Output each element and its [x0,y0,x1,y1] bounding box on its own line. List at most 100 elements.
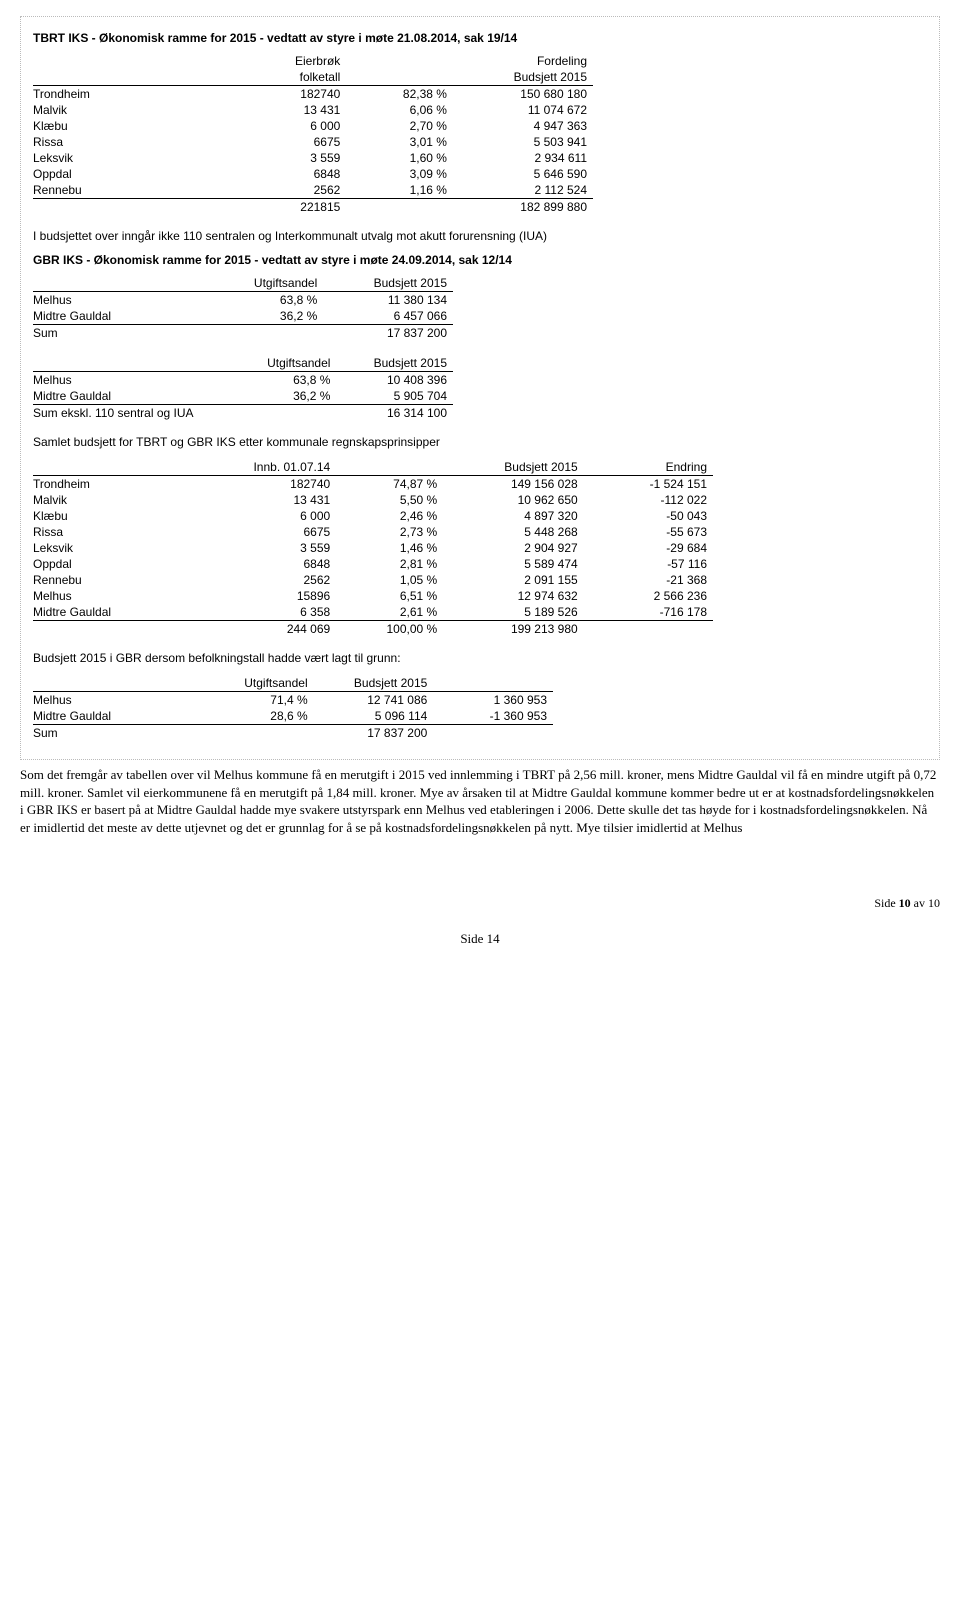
cell: 149 156 028 [443,476,583,493]
cell: 6 358 [196,604,336,621]
total-cell: 100,00 % [336,621,443,638]
col-header: Budsjett 2015 [314,675,434,692]
cell: 6,06 % [346,102,453,118]
col-header: Utgiftsandel [240,355,336,372]
sum-label: Sum [33,325,204,342]
cell: 1,46 % [336,540,443,556]
cell: -29 684 [584,540,713,556]
col-header: Budsjett 2015 [323,275,453,292]
col-header: Endring [584,459,713,476]
cell: 1,60 % [346,150,453,166]
cell: Midtre Gauldal [33,708,204,725]
cell: 12 974 632 [443,588,583,604]
note-3: Budsjett 2015 i GBR dersom befolkningsta… [33,651,927,665]
table-1: Eierbrøk Fordeling folketall Budsjett 20… [33,53,593,215]
cell: Leksvik [33,540,196,556]
cell: -55 673 [584,524,713,540]
cell: 1,05 % [336,572,443,588]
cell: 5 189 526 [443,604,583,621]
cell: Klæbu [33,118,217,134]
table-3: Utgiftsandel Budsjett 2015 Melhus63,8 %1… [33,355,453,421]
cell: 2562 [217,182,346,199]
cell: -57 116 [584,556,713,572]
cell: 6 000 [196,508,336,524]
col-header: Utgiftsandel [204,675,313,692]
cell: Midtre Gauldal [33,604,196,621]
cell: -716 178 [584,604,713,621]
page-number: Side 14 [20,931,940,947]
cell: 6675 [217,134,346,150]
col-header: Fordeling [453,53,593,69]
cell: 4 897 320 [443,508,583,524]
cell: 4 947 363 [453,118,593,134]
cell: Midtre Gauldal [33,308,204,325]
cell: Melhus [33,292,204,309]
cell: 12 741 086 [314,692,434,709]
cell: 2 934 611 [453,150,593,166]
cell: 13 431 [196,492,336,508]
cell: 74,87 % [336,476,443,493]
cell: -112 022 [584,492,713,508]
total-cell: 199 213 980 [443,621,583,638]
cell: 5 096 114 [314,708,434,725]
sum-label: Sum ekskl. 110 sentral og IUA [33,405,240,422]
cell: 2 112 524 [453,182,593,199]
cell: 5 589 474 [443,556,583,572]
cell: Rennebu [33,182,217,199]
cell: -1 360 953 [433,708,553,725]
cell: 6675 [196,524,336,540]
note-1: I budsjettet over inngår ikke 110 sentra… [33,229,927,243]
cell: Trondheim [33,476,196,493]
cell: 10 962 650 [443,492,583,508]
cell: Malvik [33,102,217,118]
cell: Oppdal [33,166,217,182]
cell: 2,81 % [336,556,443,572]
cell: 2562 [196,572,336,588]
cell: 6,51 % [336,588,443,604]
sum-label: Sum [33,725,204,742]
cell: 63,8 % [204,292,323,309]
cell: 2 904 927 [443,540,583,556]
cell: 3 559 [196,540,336,556]
cell: 3,09 % [346,166,453,182]
col-header: Utgiftsandel [204,275,323,292]
cell: 182740 [217,86,346,103]
cell: 28,6 % [204,708,313,725]
sum-cell: 17 837 200 [314,725,434,742]
cell: 36,2 % [240,388,336,405]
table-2: Utgiftsandel Budsjett 2015 Melhus63,8 %1… [33,275,453,341]
cell: 2,70 % [346,118,453,134]
cell: 5 905 704 [336,388,453,405]
col-header: Budsjett 2015 [336,355,453,372]
cell: 2 091 155 [443,572,583,588]
page-footer: Side 10 av 10 [20,896,940,911]
title-2: GBR IKS - Økonomisk ramme for 2015 - ved… [33,253,927,267]
sum-cell: 17 837 200 [323,325,453,342]
cell: Trondheim [33,86,217,103]
cell: 6848 [217,166,346,182]
total-cell: 182 899 880 [453,199,593,216]
cell: 15896 [196,588,336,604]
cell: Melhus [33,588,196,604]
cell: 2,46 % [336,508,443,524]
col-header: Innb. 01.07.14 [196,459,336,476]
cell: -1 524 151 [584,476,713,493]
cell: 2,73 % [336,524,443,540]
cell: 11 074 672 [453,102,593,118]
cell: Rissa [33,134,217,150]
cell: 5 646 590 [453,166,593,182]
cell: 63,8 % [240,372,336,389]
col-header: Eierbrøk [217,53,346,69]
cell: 82,38 % [346,86,453,103]
cell: Klæbu [33,508,196,524]
cell: 10 408 396 [336,372,453,389]
cell: 5,50 % [336,492,443,508]
cell: Rissa [33,524,196,540]
cell: 13 431 [217,102,346,118]
cell: Malvik [33,492,196,508]
cell: 3,01 % [346,134,453,150]
cell: 6848 [196,556,336,572]
cell: -21 368 [584,572,713,588]
cell: 2 566 236 [584,588,713,604]
col-header: folketall [217,69,346,86]
